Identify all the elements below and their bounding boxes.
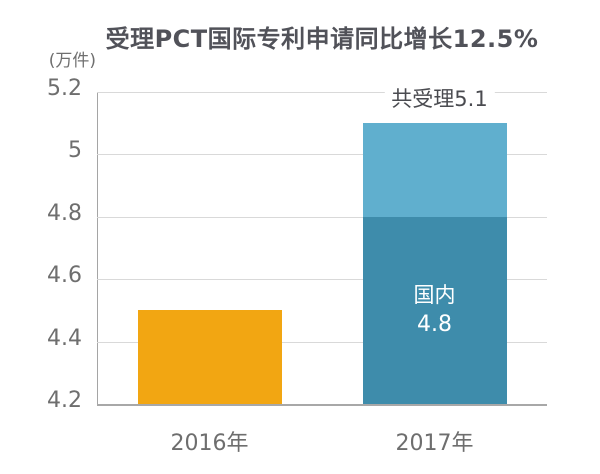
y-tick-label: 5 bbox=[68, 138, 82, 164]
x-tick-label: 2016年 bbox=[170, 431, 249, 456]
y-tick-label: 4.8 bbox=[47, 200, 82, 226]
y-axis-line bbox=[97, 92, 98, 405]
plot-area: 国内 4.8 共受理5.1 bbox=[97, 87, 547, 406]
gridline bbox=[97, 341, 547, 343]
bar-segment-labels: 国内 4.8 bbox=[363, 217, 507, 404]
gridline bbox=[97, 154, 547, 156]
x-axis-labels: 2016年 2017年 bbox=[97, 429, 547, 461]
bar-segment bbox=[362, 123, 507, 217]
bar-segment-name: 国内 bbox=[413, 283, 456, 308]
chart-title: 受理PCT国际专利申请同比增长12.5% bbox=[105, 25, 539, 53]
x-tick-label: 2017年 bbox=[395, 431, 474, 456]
y-axis-labels: 5.2 5 4.8 4.6 4.4 4.2 bbox=[0, 77, 82, 413]
x-axis-line bbox=[97, 404, 547, 406]
y-axis-unit-label: (万件) bbox=[48, 51, 96, 71]
bar-segment bbox=[137, 310, 282, 404]
bar-segment: 国内 4.8 bbox=[362, 216, 507, 404]
y-tick-label: 4.2 bbox=[47, 388, 82, 413]
gridline bbox=[97, 92, 547, 93]
y-tick-label: 4.6 bbox=[47, 263, 82, 289]
y-tick-label: 4.4 bbox=[47, 325, 82, 351]
gridline bbox=[97, 279, 547, 281]
y-tick-label: 5.2 bbox=[47, 76, 82, 101]
gridline bbox=[97, 216, 547, 218]
bar-total-label: 共受理5.1 bbox=[384, 87, 495, 112]
bar-segment-value: 4.8 bbox=[417, 312, 452, 338]
